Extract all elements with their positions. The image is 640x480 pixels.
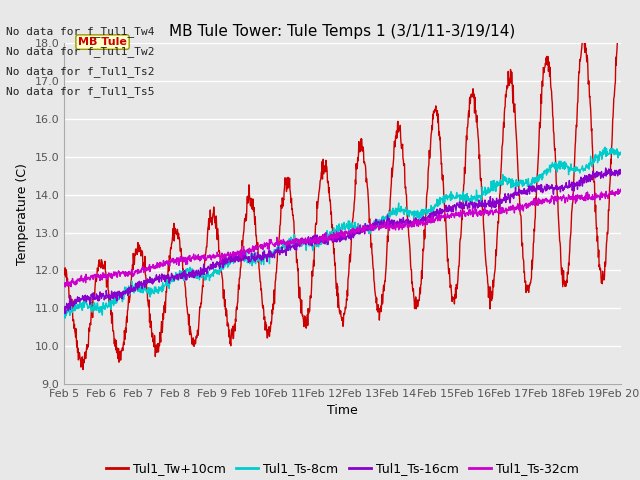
- Text: MB Tule: MB Tule: [78, 37, 127, 47]
- Text: No data for f_Tul1_Tw4: No data for f_Tul1_Tw4: [6, 25, 155, 36]
- X-axis label: Time: Time: [327, 405, 358, 418]
- Title: MB Tule Tower: Tule Temps 1 (3/1/11-3/19/14): MB Tule Tower: Tule Temps 1 (3/1/11-3/19…: [169, 24, 516, 39]
- Text: No data for f_Tul1_Tw2: No data for f_Tul1_Tw2: [6, 46, 155, 57]
- Text: No data for f_Tul1_Ts5: No data for f_Tul1_Ts5: [6, 86, 155, 97]
- Legend: Tul1_Tw+10cm, Tul1_Ts-8cm, Tul1_Ts-16cm, Tul1_Ts-32cm: Tul1_Tw+10cm, Tul1_Ts-8cm, Tul1_Ts-16cm,…: [100, 457, 584, 480]
- Y-axis label: Temperature (C): Temperature (C): [16, 163, 29, 264]
- Text: No data for f_Tul1_Ts2: No data for f_Tul1_Ts2: [6, 66, 155, 77]
